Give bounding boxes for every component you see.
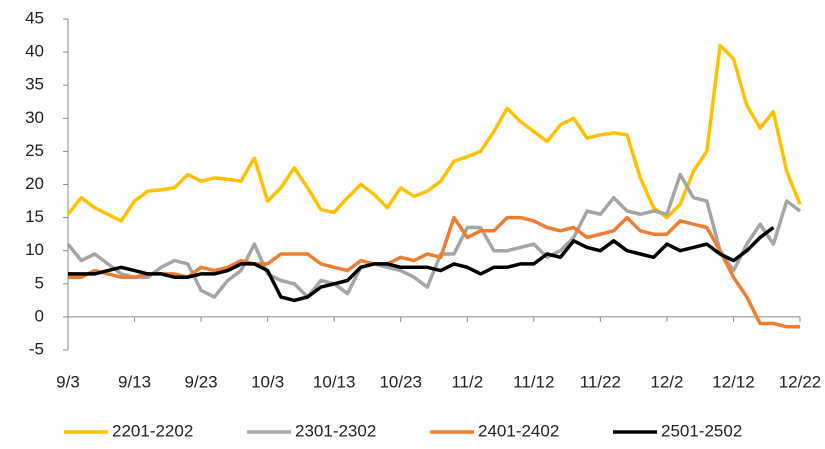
y-tick-label: 45 (25, 8, 44, 27)
x-tick-label: 10/13 (313, 372, 356, 391)
x-tick-label: 11/22 (580, 372, 621, 391)
series-line (66, 43, 802, 223)
y-tick-label: 40 (25, 42, 44, 61)
x-tick-label: 9/23 (185, 372, 218, 391)
y-tick-label: 5 (35, 273, 44, 292)
y-tick-label: 15 (25, 207, 44, 226)
y-tick-label: 35 (25, 75, 44, 94)
legend-label: 2501-2502 (661, 421, 742, 440)
legend-label: 2301-2302 (295, 421, 376, 440)
series-line (68, 226, 775, 303)
x-tick-label: 9/3 (56, 372, 80, 391)
x-tick-label: 11/12 (513, 372, 554, 391)
y-tick-label: 0 (35, 306, 44, 325)
legend-label: 2201-2202 (112, 421, 193, 440)
y-tick-label: -5 (29, 339, 44, 358)
x-tick-label: 11/2 (451, 372, 483, 391)
y-tick-label: 10 (25, 240, 44, 259)
x-tick-label: 10/3 (251, 372, 284, 391)
y-tick-label: 25 (25, 141, 44, 160)
y-tick-label: 20 (25, 174, 44, 193)
x-tick-label: 12/2 (650, 372, 683, 391)
legend-label: 2401-2402 (478, 421, 559, 440)
x-tick-label: 12/22 (779, 372, 822, 391)
y-tick-label: 30 (25, 108, 44, 127)
x-tick-label: 12/12 (712, 372, 755, 391)
x-tick-label: 9/13 (118, 372, 151, 391)
x-tick-label: 10/23 (379, 372, 422, 391)
